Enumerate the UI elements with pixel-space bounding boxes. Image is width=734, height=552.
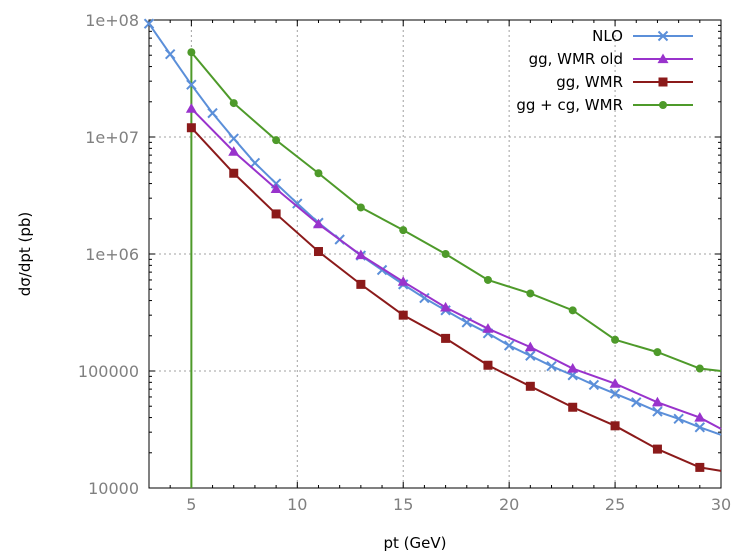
data-point-3-8 [526, 289, 535, 298]
data-point-3-12 [695, 364, 704, 373]
data-point-2-5 [398, 310, 408, 320]
data-point-2-1 [229, 168, 239, 178]
legend-swatch-marker-2 [658, 77, 668, 87]
data-point-3-6 [441, 250, 450, 258]
y-tick-label-4: 1e+08 [85, 11, 139, 30]
y-tick-label-1: 100000 [78, 362, 139, 381]
series-line-3 [190, 51, 722, 372]
data-point-2-7 [483, 360, 493, 370]
data-point-3-7 [483, 275, 492, 284]
data-point-3-0 [187, 48, 196, 57]
data-point-0-22 [609, 388, 621, 399]
axes [148, 19, 722, 489]
data-point-2-3 [313, 247, 323, 257]
data-point-1-1 [228, 146, 240, 156]
data-point-0-19 [546, 360, 557, 372]
legend-label-2: gg, WMR [556, 73, 623, 91]
data-point-0-7 [292, 198, 303, 209]
data-point-2-0 [186, 123, 196, 133]
x-tick-label-5: 30 [711, 495, 731, 514]
data-point-3-4 [356, 203, 365, 212]
data-point-1-10 [609, 378, 621, 388]
data-point-0-26 [694, 422, 706, 433]
x-tick-label-3: 20 [499, 495, 519, 514]
legend-entry-0: NLO [592, 27, 693, 45]
y-axis-title: dσ/dpt (pb) [16, 212, 34, 297]
series-2 [186, 123, 722, 472]
series-line-0 [148, 23, 722, 436]
data-point-1-3 [312, 218, 324, 229]
data-point-0-1 [164, 49, 176, 60]
data-point-1-5 [397, 276, 409, 286]
data-point-2-8 [525, 381, 535, 391]
legend-entry-2: gg, WMR [556, 73, 693, 91]
data-point-3-9 [568, 306, 577, 315]
data-point-3-3 [314, 169, 323, 178]
data-point-1-7 [482, 323, 494, 333]
data-point-0-21 [588, 379, 600, 391]
series-3 [187, 48, 722, 373]
data-point-0-17 [503, 340, 515, 351]
data-point-2-6 [441, 333, 451, 343]
data-point-0-25 [673, 413, 684, 425]
legend-entry-3: gg + cg, WMR [516, 96, 693, 114]
legend-swatch-marker-0 [657, 30, 669, 42]
data-point-0-23 [631, 397, 642, 408]
legend: NLO gg, WMR old gg, WMR gg + cg, WMR [516, 27, 693, 114]
data-point-1-9 [567, 363, 579, 373]
x-tick-label-0: 5 [186, 495, 196, 514]
data-point-1-0 [185, 103, 197, 113]
x-tick-label-4: 25 [605, 495, 625, 514]
data-point-3-11 [653, 348, 662, 357]
tick-labels: 5 10 15 20 25 30 10000 100000 1e+06 1e+07 1e+08 [78, 11, 731, 514]
series-line-1 [190, 107, 722, 430]
data-point-1-4 [355, 249, 367, 260]
data-point-0-3 [207, 107, 218, 119]
legend-label-3: gg + cg, WMR [516, 96, 623, 114]
data-point-3-5 [399, 226, 408, 235]
data-point-2-11 [652, 444, 662, 454]
series-line-2 [190, 127, 722, 472]
data-point-2-9 [568, 402, 578, 412]
data-point-1-2 [270, 183, 282, 194]
y-tick-label-2: 1e+06 [85, 245, 139, 264]
data-point-0-24 [652, 406, 663, 417]
data-point-1-6 [440, 301, 452, 312]
data-point-3-1 [229, 99, 238, 108]
data-point-1-8 [524, 341, 536, 352]
data-point-1-11 [651, 396, 663, 407]
x-tick-label-2: 15 [393, 495, 413, 514]
data-point-0-5 [249, 157, 261, 169]
x-axis-title: pt (GeV) [384, 534, 447, 552]
series [143, 18, 722, 488]
data-point-0-4 [228, 133, 239, 144]
data-point-0-18 [525, 350, 536, 361]
data-point-3-2 [272, 136, 281, 145]
data-point-2-10 [610, 421, 620, 431]
data-point-2-12 [695, 462, 705, 472]
grid [149, 20, 721, 488]
legend-label-0: NLO [592, 27, 623, 45]
data-point-0-0 [143, 18, 155, 29]
data-point-1-12 [694, 412, 706, 422]
legend-swatch-marker-1 [657, 53, 669, 64]
data-point-0-2 [186, 79, 197, 90]
data-point-3-10 [611, 335, 620, 344]
series-1 [185, 103, 722, 430]
x-tick-label-1: 10 [287, 495, 307, 514]
data-point-2-2 [271, 209, 281, 219]
legend-entry-1: gg, WMR old [529, 50, 693, 68]
legend-label-1: gg, WMR old [529, 50, 623, 68]
data-point-2-4 [356, 279, 366, 289]
y-tick-label-3: 1e+07 [85, 128, 139, 147]
y-tick-label-0: 10000 [88, 479, 139, 498]
data-point-0-13 [419, 292, 430, 304]
legend-swatch-marker-3 [659, 101, 667, 109]
